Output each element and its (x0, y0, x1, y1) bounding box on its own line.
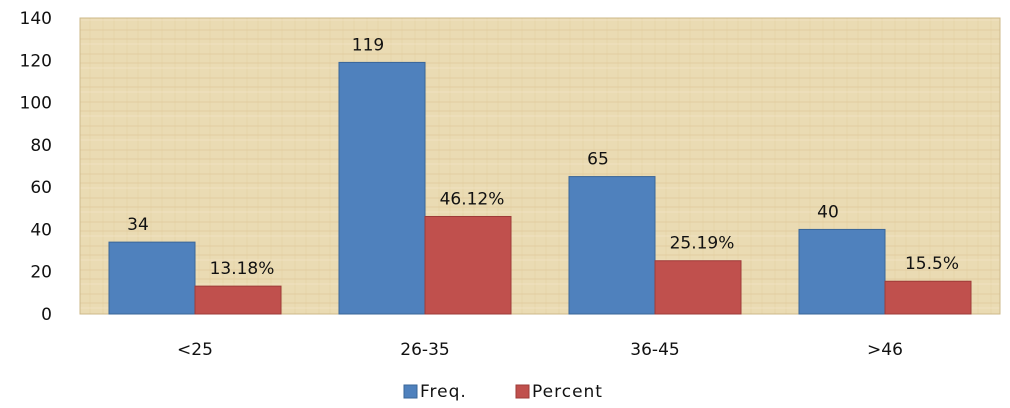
y-axis: 0 20 40 60 80 100 120 140 (20, 9, 52, 325)
y-tick-label: 20 (30, 263, 52, 283)
freq-bar (568, 176, 656, 315)
x-tick-label: >46 (867, 340, 903, 360)
legend-label-freq: Freq. (420, 382, 467, 402)
percent-bar (424, 215, 512, 315)
freq-bar (798, 228, 886, 315)
percent-bar (884, 280, 972, 315)
percent-bar (194, 285, 282, 315)
legend: Freq. Percent (403, 382, 603, 402)
y-tick-label: 140 (20, 9, 52, 29)
legend-swatch-freq (403, 384, 418, 399)
y-tick-label: 120 (20, 51, 52, 71)
x-tick-label: 36-45 (630, 340, 679, 360)
y-tick-label: 80 (30, 136, 52, 156)
freq-bar (108, 241, 196, 315)
percent-bar (654, 260, 742, 315)
y-tick-label: 40 (30, 220, 52, 240)
data-label: 13.18% (210, 259, 275, 279)
data-label: 119 (352, 35, 384, 55)
data-label: 40 (817, 202, 839, 222)
bar-series-group (108, 61, 972, 315)
y-tick-label: 100 (20, 94, 52, 114)
data-label: 25.19% (670, 234, 735, 254)
legend-swatch-percent (515, 384, 530, 399)
freq-bar (338, 61, 426, 315)
legend-label-percent: Percent (532, 382, 603, 402)
y-tick-label: 0 (41, 305, 52, 325)
data-label: 34 (127, 215, 149, 235)
data-label: 46.12% (440, 189, 505, 209)
data-label: 15.5% (905, 254, 959, 274)
data-labels-group: 34 13.18% 119 46.12% 65 25.19% 40 15.5% (127, 35, 959, 279)
x-tick-label: <25 (177, 340, 213, 360)
y-tick-label: 60 (30, 178, 52, 198)
data-label: 65 (587, 150, 609, 170)
x-axis: <25 26-35 36-45 >46 (177, 340, 903, 360)
x-tick-label: 26-35 (400, 340, 449, 360)
